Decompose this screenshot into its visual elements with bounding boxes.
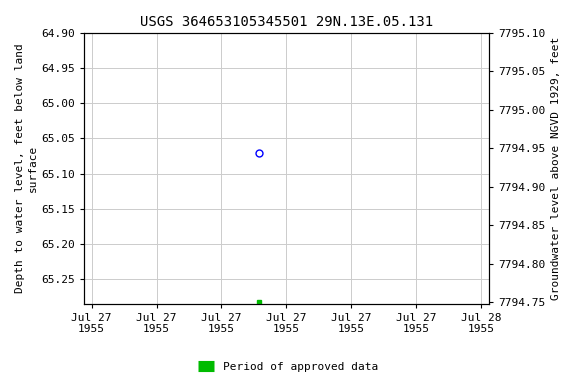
Y-axis label: Depth to water level, feet below land
surface: Depth to water level, feet below land su… [15,43,38,293]
Y-axis label: Groundwater level above NGVD 1929, feet: Groundwater level above NGVD 1929, feet [551,37,561,300]
Title: USGS 364653105345501 29N.13E.05.131: USGS 364653105345501 29N.13E.05.131 [140,15,433,29]
Legend: Period of approved data: Period of approved data [193,358,383,377]
